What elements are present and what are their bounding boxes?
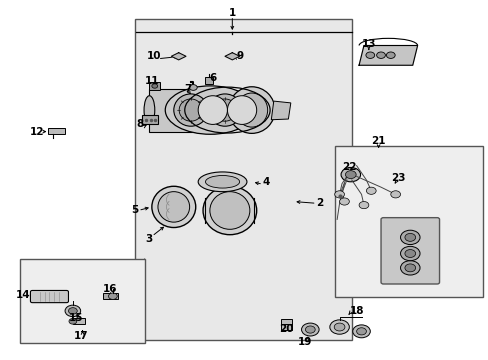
Bar — [73, 319, 85, 324]
Text: 20: 20 — [278, 324, 293, 334]
FancyBboxPatch shape — [380, 218, 439, 284]
Circle shape — [329, 320, 348, 334]
Ellipse shape — [228, 87, 274, 134]
Circle shape — [400, 261, 419, 275]
Text: 15: 15 — [69, 313, 83, 323]
Polygon shape — [171, 53, 185, 60]
Polygon shape — [149, 89, 203, 132]
Text: 19: 19 — [298, 337, 312, 347]
Text: 8: 8 — [136, 120, 143, 129]
Ellipse shape — [227, 96, 256, 125]
Circle shape — [356, 328, 366, 335]
Circle shape — [340, 167, 360, 182]
Bar — [281, 319, 291, 329]
Text: 16: 16 — [103, 284, 118, 294]
Circle shape — [108, 293, 117, 300]
Circle shape — [404, 249, 415, 257]
Ellipse shape — [152, 186, 195, 228]
Bar — [142, 116, 158, 125]
Circle shape — [358, 202, 368, 209]
Text: 18: 18 — [349, 306, 363, 316]
Polygon shape — [224, 53, 239, 60]
Text: 7: 7 — [184, 84, 192, 94]
Circle shape — [189, 85, 197, 90]
Bar — [334, 146, 483, 297]
Text: 17: 17 — [74, 331, 88, 341]
Bar — [48, 128, 65, 134]
Text: 4: 4 — [262, 177, 269, 187]
Circle shape — [376, 52, 385, 58]
Bar — [103, 293, 118, 299]
Circle shape — [68, 308, 77, 314]
Circle shape — [345, 171, 355, 179]
Text: 6: 6 — [209, 73, 216, 83]
Text: 1: 1 — [228, 8, 235, 18]
Circle shape — [65, 305, 81, 317]
FancyBboxPatch shape — [30, 291, 68, 303]
Circle shape — [334, 191, 344, 198]
Circle shape — [339, 198, 348, 205]
Circle shape — [301, 323, 319, 336]
Text: 5: 5 — [131, 206, 138, 216]
Polygon shape — [358, 45, 417, 65]
Circle shape — [400, 230, 419, 244]
Text: 13: 13 — [361, 39, 375, 49]
Circle shape — [404, 233, 415, 241]
Text: 9: 9 — [236, 51, 243, 61]
Ellipse shape — [236, 93, 267, 127]
Bar — [135, 19, 351, 339]
Ellipse shape — [205, 176, 239, 188]
Ellipse shape — [144, 96, 155, 125]
Circle shape — [404, 264, 415, 272]
Circle shape — [390, 191, 400, 198]
Text: 14: 14 — [16, 290, 30, 300]
Text: 21: 21 — [370, 136, 385, 145]
Polygon shape — [271, 101, 290, 120]
Text: 11: 11 — [144, 76, 159, 86]
Ellipse shape — [179, 99, 202, 121]
Circle shape — [305, 326, 315, 333]
Ellipse shape — [198, 96, 227, 125]
Ellipse shape — [203, 186, 256, 235]
Circle shape — [365, 52, 374, 58]
Ellipse shape — [198, 172, 246, 192]
Circle shape — [69, 319, 77, 324]
Ellipse shape — [173, 94, 207, 126]
Text: 10: 10 — [147, 51, 161, 61]
Circle shape — [366, 187, 375, 194]
Ellipse shape — [207, 94, 242, 126]
Text: 22: 22 — [342, 162, 356, 172]
Bar — [149, 82, 160, 90]
Text: 23: 23 — [390, 173, 405, 183]
Text: 3: 3 — [145, 234, 153, 244]
Circle shape — [333, 323, 344, 331]
Bar — [20, 259, 144, 343]
Ellipse shape — [158, 192, 189, 222]
Ellipse shape — [209, 192, 249, 229]
Bar — [205, 77, 213, 84]
Ellipse shape — [213, 99, 236, 121]
Circle shape — [352, 325, 369, 338]
Circle shape — [386, 52, 394, 58]
Text: 12: 12 — [30, 127, 44, 136]
Circle shape — [152, 84, 158, 88]
Ellipse shape — [165, 86, 255, 134]
Text: 2: 2 — [316, 198, 323, 208]
Circle shape — [400, 246, 419, 261]
